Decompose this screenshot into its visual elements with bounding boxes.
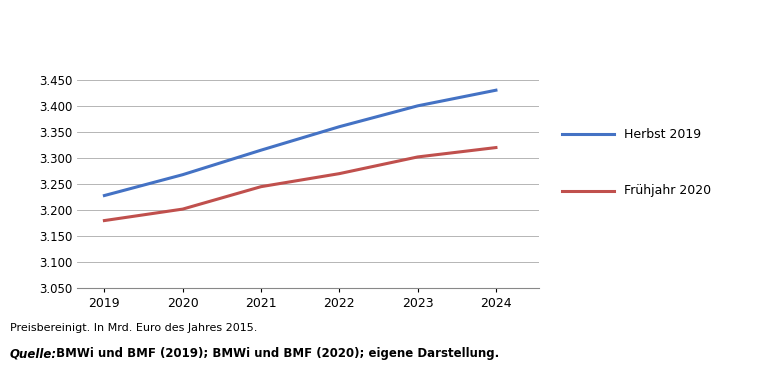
Text: Abbildung 2:: Abbildung 2: — [10, 11, 95, 24]
Text: BMWi und BMF (2019); BMWi und BMF (2020); eigene Darstellung.: BMWi und BMF (2019); BMWi und BMF (2020)… — [52, 347, 499, 361]
Text: Frühjahr 2020: Frühjahr 2020 — [624, 184, 711, 197]
Text: Preisbereinigt. In Mrd. Euro des Jahres 2015.: Preisbereinigt. In Mrd. Euro des Jahres … — [10, 323, 257, 333]
Text: Schätzungen des Produktionspotenzials der Bundesregierung 2019–2024: Schätzungen des Produktionspotenzials de… — [10, 35, 495, 48]
Text: Herbst 2019: Herbst 2019 — [624, 128, 701, 141]
Text: Quelle:: Quelle: — [10, 347, 57, 361]
